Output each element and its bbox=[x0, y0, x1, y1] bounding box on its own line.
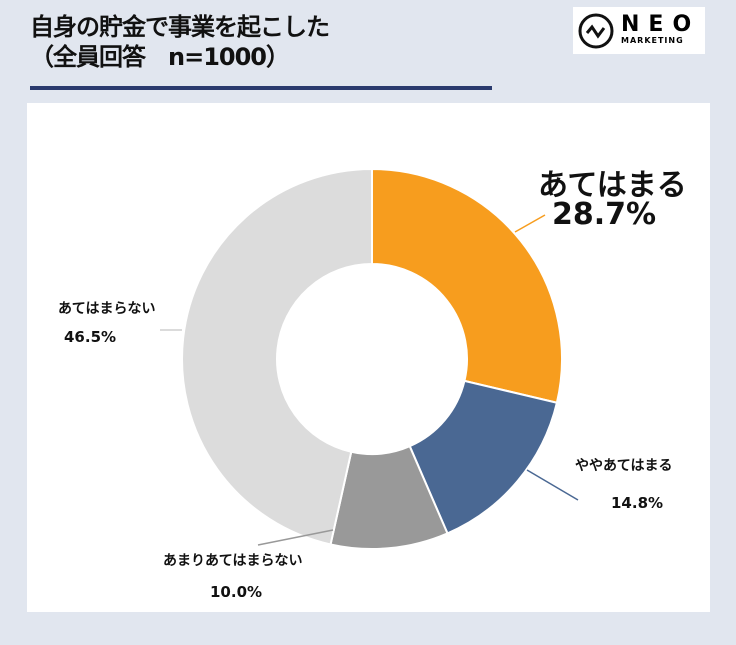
logo-icon bbox=[578, 13, 614, 48]
label-value-2: 10.0% bbox=[210, 583, 263, 601]
title-line1: 自身の貯金で事業を起こした bbox=[30, 13, 330, 41]
donut-slice-0 bbox=[371, 167, 563, 404]
neo-marketing-logo: NEO MARKETING bbox=[573, 7, 705, 54]
donut-slice-3 bbox=[181, 167, 373, 546]
leader-line-2 bbox=[257, 529, 334, 546]
chart-title: 自身の貯金で事業を起こした （全員回答 n=1000） bbox=[30, 12, 330, 72]
label-value-1: 14.8% bbox=[611, 494, 664, 512]
label-value-0: 28.7% bbox=[552, 197, 657, 232]
title-line2: （全員回答 n=1000） bbox=[30, 43, 290, 71]
label-value-3: 46.5% bbox=[64, 328, 117, 346]
donut-slice-1 bbox=[408, 379, 559, 535]
leader-line-0 bbox=[514, 214, 546, 233]
label-category-1: ややあてはまる bbox=[575, 458, 673, 474]
leader-line-1 bbox=[526, 469, 579, 501]
logo-subtext: MARKETING bbox=[621, 36, 684, 45]
label-category-2: あまりあてはまらない bbox=[163, 553, 303, 569]
label-category-0: あてはまる bbox=[538, 168, 687, 203]
title-underline bbox=[30, 86, 492, 90]
logo-text: NEO bbox=[621, 12, 701, 37]
label-category-3: あてはまらない bbox=[58, 301, 156, 317]
